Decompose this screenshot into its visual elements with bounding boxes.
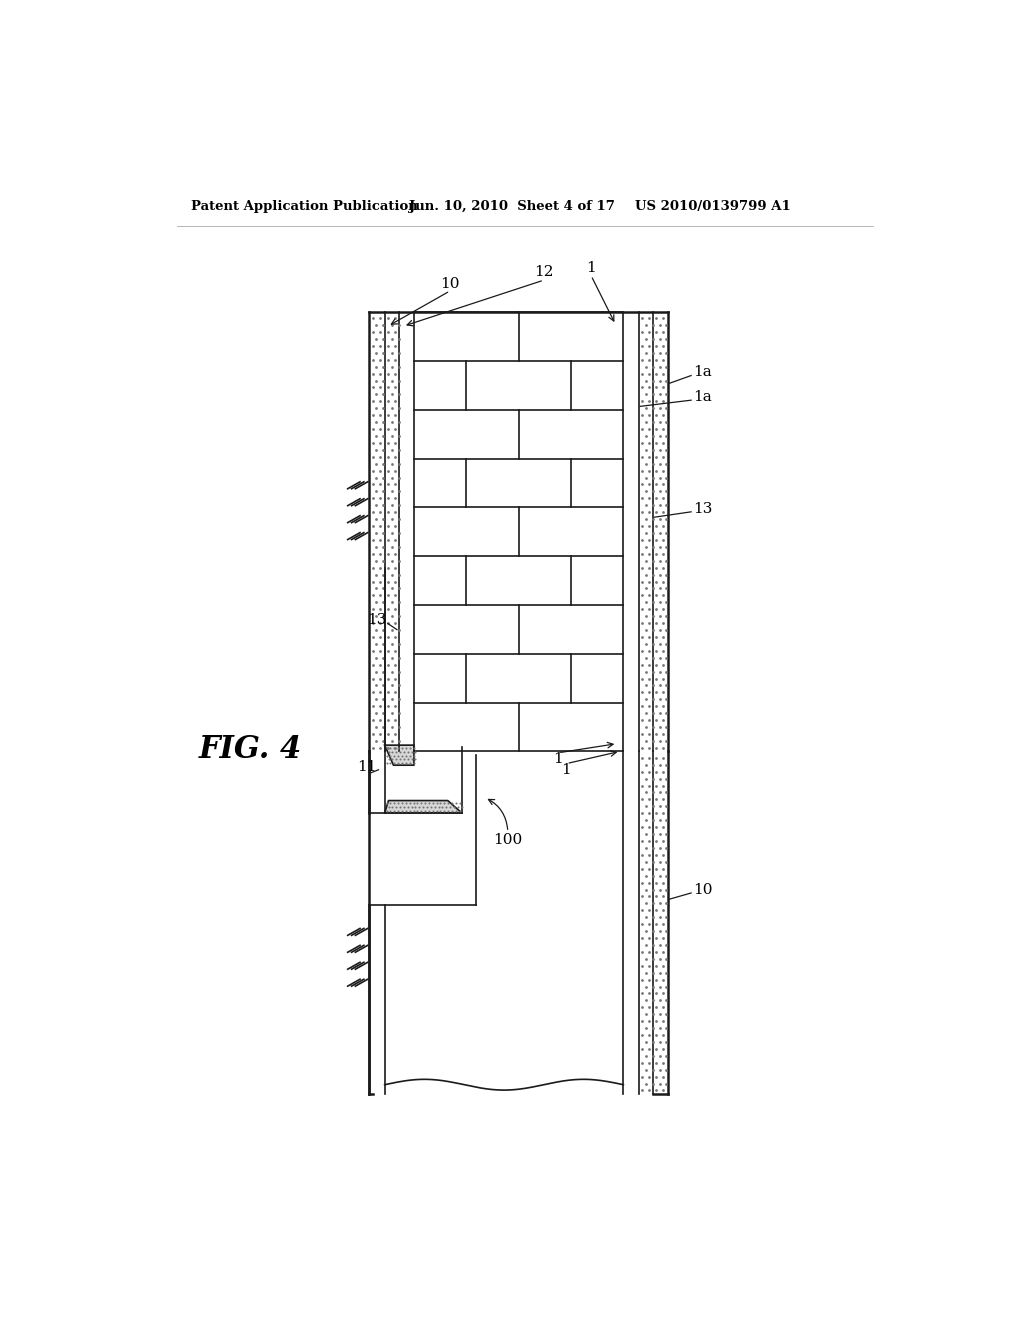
Text: 11: 11 (357, 760, 377, 774)
Text: 1a: 1a (692, 366, 712, 379)
Polygon shape (385, 800, 462, 813)
Text: 12: 12 (535, 265, 554, 280)
Text: Patent Application Publication: Patent Application Publication (190, 199, 418, 213)
Text: 13: 13 (692, 502, 712, 516)
Polygon shape (385, 744, 414, 766)
Text: US 2010/0139799 A1: US 2010/0139799 A1 (635, 199, 791, 213)
Text: Jun. 10, 2010  Sheet 4 of 17: Jun. 10, 2010 Sheet 4 of 17 (410, 199, 615, 213)
Text: 1: 1 (553, 752, 563, 766)
Text: 1a: 1a (692, 391, 712, 404)
Text: 10: 10 (440, 277, 460, 290)
Text: 1: 1 (586, 261, 596, 275)
Text: FIG. 4: FIG. 4 (199, 734, 302, 766)
Text: 10: 10 (692, 883, 712, 896)
Text: 100: 100 (494, 833, 522, 847)
Text: 13: 13 (367, 614, 386, 627)
Text: 1: 1 (561, 763, 571, 776)
